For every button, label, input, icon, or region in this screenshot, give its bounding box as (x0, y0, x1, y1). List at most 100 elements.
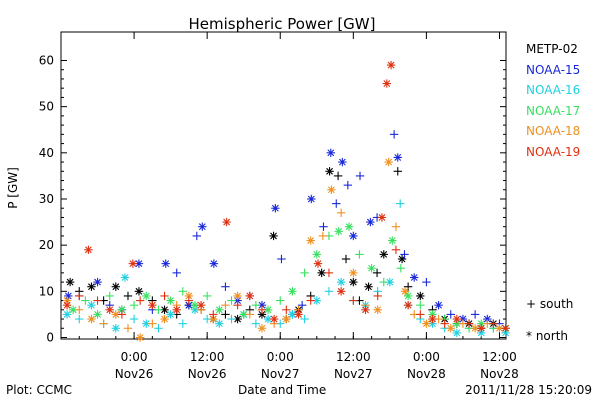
south-point (105, 291, 114, 301)
north-point (313, 259, 323, 268)
north-point (336, 287, 346, 296)
south-point (154, 305, 163, 314)
north-point (501, 324, 510, 333)
north-point (403, 300, 413, 310)
south-point (75, 314, 84, 324)
north-point (317, 268, 326, 278)
north-point (382, 79, 392, 88)
south-point (123, 324, 133, 333)
north-point (349, 268, 358, 278)
y-tick-label: 30 (39, 192, 54, 206)
north-point (367, 264, 376, 273)
north-point (190, 300, 200, 310)
marker-legend-item: * north (526, 329, 569, 343)
south-point (396, 264, 406, 273)
south-point (393, 167, 402, 176)
south-point (245, 310, 254, 319)
x-tick-sublabel: Nov26 (115, 367, 154, 381)
x-tick-label: 12:00 (336, 350, 371, 364)
plot-timestamp: 2011/11/28 15:20:09 (465, 383, 592, 397)
south-point (251, 300, 261, 310)
south-point (192, 231, 202, 241)
south-point (324, 268, 334, 278)
north-point (111, 324, 121, 333)
plot-frame (60, 31, 507, 340)
north-point (105, 305, 114, 314)
south-point (257, 305, 267, 314)
south-point (391, 245, 401, 254)
north-point (334, 227, 343, 236)
north-point (434, 300, 443, 310)
y-tick-label: 40 (39, 146, 54, 160)
north-point (120, 273, 130, 282)
north-point (215, 319, 224, 328)
south-point (403, 282, 413, 291)
north-point (377, 213, 387, 222)
north-point (288, 287, 297, 296)
south-point (160, 291, 169, 301)
north-point (384, 157, 393, 167)
north-point (379, 250, 388, 259)
y-tick-label: 50 (39, 100, 54, 114)
north-point (495, 324, 504, 333)
x-tick-sublabel: Nov28 (407, 367, 446, 381)
x-tick-sublabel: Nov27 (261, 367, 300, 381)
south-point (341, 254, 351, 264)
south-point (178, 319, 187, 328)
north-point (233, 314, 242, 324)
plot-credit: Plot: CCMC (6, 383, 72, 397)
north-point (245, 291, 254, 301)
x-tick-label: 0:00 (121, 350, 148, 364)
north-point (148, 300, 157, 310)
north-point (307, 194, 316, 204)
south-point (184, 296, 194, 305)
north-point (196, 300, 206, 310)
north-point (87, 314, 96, 324)
north-point (344, 222, 354, 231)
north-point (326, 148, 335, 158)
south-point (297, 300, 307, 310)
x-tick-label: 12:00 (190, 350, 225, 364)
legend-item: NOAA-17 (526, 103, 581, 118)
axes: 0 10 20 30 40 50 60 0:00 Nov26 12:00 Nov26 0:00 Nov2… (39, 32, 519, 381)
south-point (319, 222, 328, 231)
north-point (366, 217, 375, 227)
north-point (361, 305, 370, 314)
south-point (306, 296, 315, 305)
legend-item: NOAA-15 (526, 62, 581, 77)
north-point (452, 314, 462, 324)
south-point (332, 199, 341, 208)
south-point (117, 310, 127, 319)
south-point (178, 287, 187, 296)
north-point (410, 273, 419, 282)
south-point (324, 287, 334, 296)
north-point (269, 231, 278, 241)
north-point (349, 277, 358, 287)
north-point (446, 324, 455, 333)
north-point (257, 324, 267, 333)
x-axis-title: Date and Time (238, 383, 327, 397)
north-point (393, 153, 402, 162)
legend-item: NOAA-19 (526, 144, 581, 159)
north-point (142, 291, 151, 301)
north-point (373, 305, 382, 314)
north-point (400, 287, 410, 296)
north-point (364, 282, 373, 291)
south-point (277, 254, 286, 264)
north-point (233, 291, 242, 301)
north-point (222, 217, 231, 227)
south-point (446, 310, 455, 319)
north-point (93, 310, 102, 319)
south-point (129, 300, 139, 310)
north-point (128, 259, 138, 268)
south-point (440, 319, 449, 328)
x-tick-sublabel: Nov27 (334, 367, 373, 381)
x-tick-sublabel: Nov28 (480, 367, 519, 381)
south-point (282, 305, 291, 314)
north-point (87, 282, 96, 291)
north-point (62, 300, 72, 310)
north-point (160, 314, 169, 324)
north-point (111, 282, 121, 291)
south-point (422, 277, 431, 287)
legend-item: METP-02 (526, 42, 578, 56)
